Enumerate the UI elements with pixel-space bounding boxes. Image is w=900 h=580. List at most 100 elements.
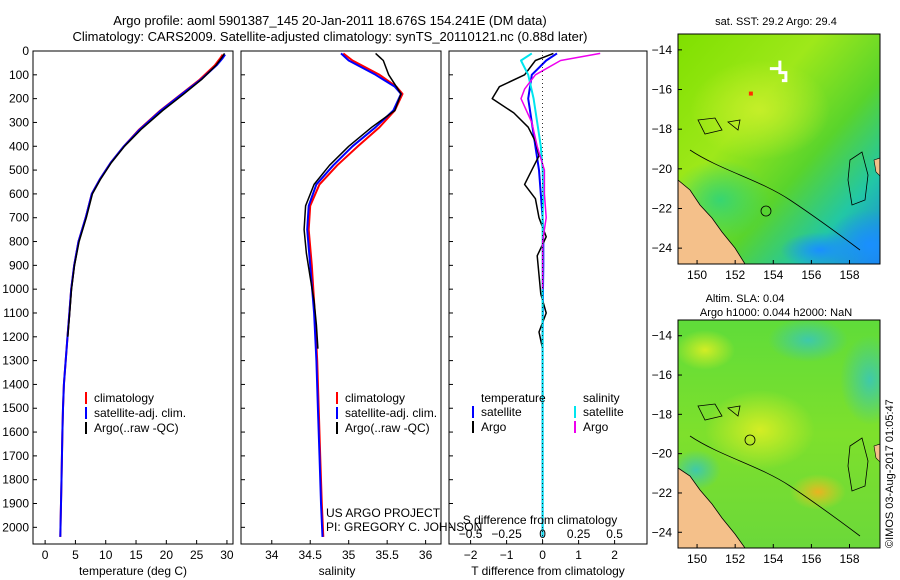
sla-high-patch <box>678 330 735 370</box>
x-tick-label: 35.5 <box>375 548 399 562</box>
x-tick-label: 0 <box>539 548 546 562</box>
reef-contour <box>689 435 861 537</box>
series-line-climatology <box>307 52 404 537</box>
map-y-tick-label: −14 <box>652 329 673 343</box>
x-tick-label: 0 <box>42 548 49 562</box>
land-australia <box>678 467 746 548</box>
series-line-salinity-satellite <box>520 52 545 537</box>
map-y-tick-label: −20 <box>652 162 673 176</box>
x-tick-label: −1 <box>500 548 514 562</box>
salinity-axes-frame <box>240 50 442 545</box>
legend-label-satellite: satellite-adj. clim. <box>345 406 437 420</box>
map-y-tick-label: −16 <box>652 368 673 382</box>
map-x-tick-label: 152 <box>725 268 745 282</box>
depth-tick-label: 600 <box>9 187 29 201</box>
temperature-panel: 0 5 10 15 20 25 30 <box>42 52 234 562</box>
x-tick-label: 25 <box>190 548 204 562</box>
difference-axes-frame <box>448 50 648 545</box>
sal-diff-tick-label: −0.5 <box>459 527 483 541</box>
sal-diff-tick-label: 0.25 <box>567 527 591 541</box>
depth-tick-label: 1700 <box>2 449 29 463</box>
x-tick-label: 5 <box>72 548 79 562</box>
x-tick-label: 20 <box>160 548 174 562</box>
depth-tick-label: 900 <box>9 258 29 272</box>
land-australia <box>678 179 746 264</box>
sst-warm-patch <box>690 60 830 160</box>
salinity-xlabel: salinity <box>319 564 356 578</box>
series-line-argo-raw-qc- <box>67 52 226 337</box>
sla-low-patch <box>768 320 848 362</box>
x-tick-label: 2 <box>611 548 618 562</box>
argo-location-marker <box>748 60 788 96</box>
depth-tick-label: 1000 <box>2 282 29 296</box>
sla-map-axes: 150 152 154 156 158 −14 −16 −18 −20 −22 −24 <box>652 329 860 566</box>
legend-label-climatology: climatology <box>345 391 405 405</box>
x-tick-label: 1 <box>575 548 582 562</box>
map-x-tick-label: 156 <box>801 268 821 282</box>
depth-tick-label: 2000 <box>2 520 29 534</box>
map-y-tick-label: −18 <box>652 407 673 421</box>
depth-tick-label: 1200 <box>2 330 29 344</box>
difference-legend: temperature satellite Argo salinity sate… <box>472 391 624 434</box>
map-x-tick-label: 154 <box>763 268 783 282</box>
depth-tick-label: 300 <box>9 115 29 129</box>
salinity-legend: climatology satellite-adj. clim. Argo(..… <box>336 391 437 435</box>
map-y-tick-label: −18 <box>652 122 673 136</box>
series-line-temperature-argo <box>491 52 554 349</box>
imos-timestamp: ©IMOS 03-Aug-2017 01:05:47 <box>884 399 896 548</box>
sal-diff-tick-label: 0.5 <box>606 527 623 541</box>
legend-label-climatology: climatology <box>94 391 154 405</box>
sst-map <box>678 34 880 264</box>
series-line-satellite-adj-clim- <box>59 54 226 537</box>
argo-position-marker <box>748 91 753 96</box>
reef-contour <box>689 149 861 251</box>
depth-tick-label: 1300 <box>2 354 29 368</box>
sst-map-axes: 150 152 154 156 158 −14 −16 −18 −20 −22 −24 <box>652 43 860 282</box>
sst-map-title: sat. SST: 29.2 Argo: 29.4 <box>715 16 837 28</box>
map-y-tick-label: −24 <box>652 525 673 539</box>
legend-label-satellite: satellite-adj. clim. <box>94 406 186 420</box>
x-tick-label: 36 <box>419 548 433 562</box>
difference-panel: −2 −1 0 1 2 −0.5 −0.25 0 0.25 0.5 <box>459 51 623 562</box>
depth-tick-label: 400 <box>9 139 29 153</box>
depth-tick-label: 500 <box>9 163 29 177</box>
reef-contour <box>697 117 741 135</box>
sla-high-patch <box>790 474 846 510</box>
legend-label-argo: Argo(..raw -QC) <box>345 421 430 435</box>
depth-tick-label: 0 <box>22 44 29 58</box>
reef-contour <box>847 437 869 492</box>
depth-tick-label: 1100 <box>3 306 29 320</box>
depth-tick-label: 800 <box>9 235 29 249</box>
map-x-tick-label: 156 <box>801 552 821 566</box>
x-tick-label: 10 <box>99 548 113 562</box>
series-line-argo-raw-qc- <box>303 52 402 349</box>
difference-xlabel: T difference from climatology <box>471 564 625 578</box>
depth-tick-label: 200 <box>9 92 29 106</box>
x-tick-label: 35 <box>342 548 356 562</box>
difference-xlabel-top: S difference from climatology <box>463 513 618 527</box>
sla-map <box>678 320 880 548</box>
map-y-tick-label: −16 <box>652 83 673 97</box>
map-y-tick-label: −22 <box>652 486 673 500</box>
legend-label-argo: Argo(..raw -QC) <box>94 421 179 435</box>
reef-contour <box>847 151 869 206</box>
temperature-axes-frame <box>32 50 234 545</box>
depth-tick-label: 100 <box>9 68 29 82</box>
map-y-tick-label: −14 <box>652 43 673 57</box>
x-tick-label: 34.5 <box>299 548 323 562</box>
sla-map-frame <box>677 319 881 549</box>
depth-tick-label: 1900 <box>2 497 29 511</box>
temperature-xlabel: temperature (deg C) <box>79 564 187 578</box>
map-x-tick-label: 150 <box>687 552 707 566</box>
land-islet <box>873 443 880 463</box>
legend-heading-salinity: salinity <box>583 391 620 405</box>
sla-map-title-line-2: Argo h1000: 0.044 h2000: NaN <box>700 307 852 319</box>
series-line-satellite-adj-clim- <box>306 52 402 537</box>
x-tick-label: −2 <box>464 548 478 562</box>
sst-cool-patch <box>780 232 860 264</box>
salinity-panel: 34 34.5 35 35.5 36 <box>265 52 433 562</box>
sal-diff-tick-label: −0.25 <box>491 527 522 541</box>
island-marker <box>760 205 772 217</box>
map-x-tick-label: 152 <box>725 552 745 566</box>
depth-tick-label: 1400 <box>2 377 29 391</box>
